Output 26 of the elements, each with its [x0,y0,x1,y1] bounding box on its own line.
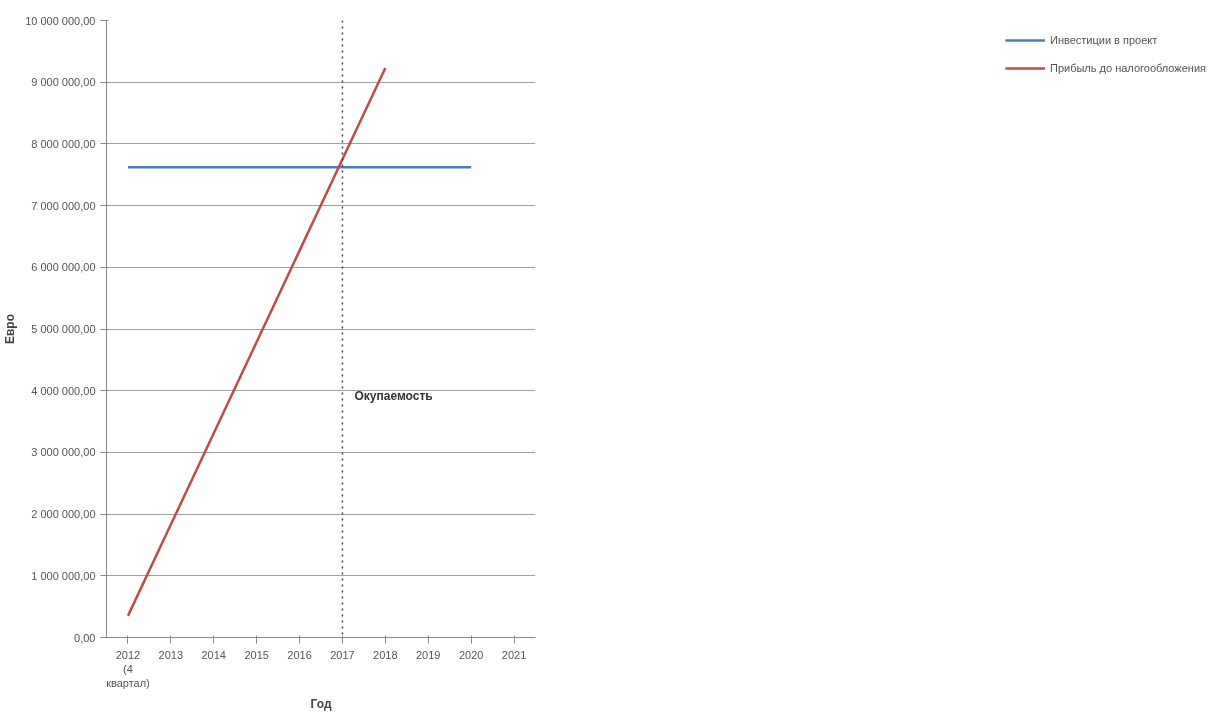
x-tick-label: 2014 [201,648,226,661]
x-tick-label: 2012 (4 квартал) [106,648,150,690]
x-tick-label: 2016 [287,648,312,661]
x-tick-label: 2017 [330,648,355,661]
y-tick-label: 3 000 000,00 [31,446,96,459]
x-tick-label: 2015 [244,648,269,661]
x-axis-title: Год [310,697,332,712]
y-tick-label: 8 000 000,00 [31,137,96,150]
legend-label: Инвестиции в проект [1049,34,1158,46]
x-tick-label: 2021 [501,648,527,661]
y-tick-label: 1 000 000,00 [31,569,96,582]
annotation: Окупаемость [354,389,433,404]
y-tick-label: 5 000 000,00 [31,323,96,335]
y-tick-label: 7 000 000,00 [31,199,96,212]
x-tick-label: 2019 [416,648,441,661]
x-tick-label: 2018 [373,648,398,661]
x-tick-label: 2013 [158,648,184,661]
y-tick-label: 10 000 000,00 [25,14,96,27]
y-axis-title: Евро [3,313,18,345]
y-tick-label: 4 000 000,00 [31,384,96,397]
y-tick-label: 2 000 000,00 [31,508,96,521]
y-tick-label: 0,00 [74,631,96,644]
y-tick-label: 9 000 000,00 [31,76,96,89]
y-tick-label: 6 000 000,00 [31,261,96,274]
x-tick-label: 2020 [458,648,484,661]
legend-label: Прибыль до налогообложения [1049,62,1206,74]
